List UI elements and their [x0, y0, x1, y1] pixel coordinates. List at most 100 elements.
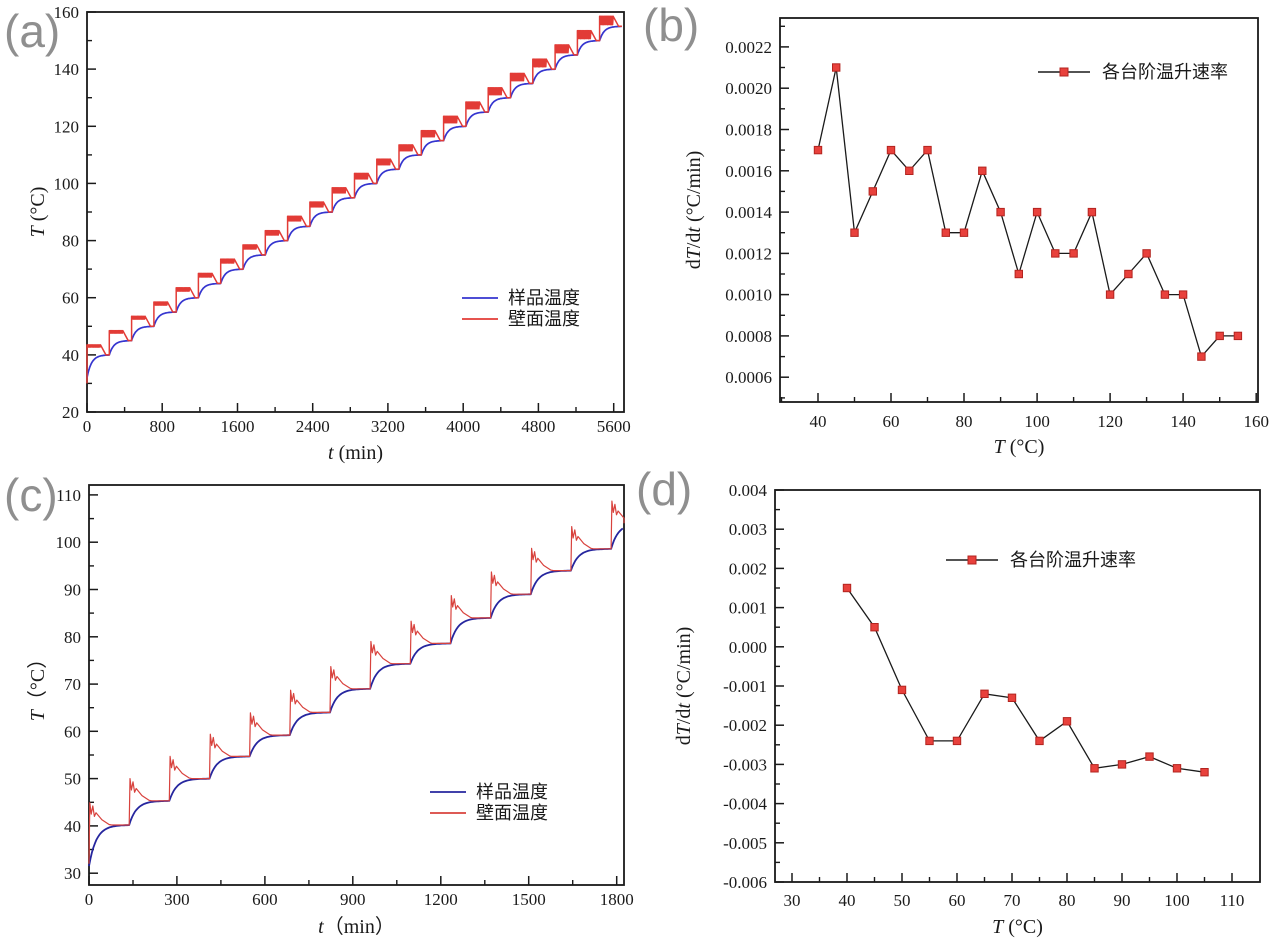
y-axis-label: T (°C) [27, 187, 49, 238]
x-tick-label: 1600 [221, 417, 255, 436]
data-point-marker [905, 166, 914, 176]
y-tick-label: 100 [56, 533, 82, 552]
y-tick-label: -0.003 [723, 755, 767, 774]
x-tick-label: 140 [1170, 412, 1196, 431]
x-axis-label: T (°C) [992, 916, 1043, 938]
data-point-marker [842, 583, 852, 593]
data-point-marker [923, 145, 932, 155]
legend-label: 各台阶温升速率 [1102, 62, 1228, 82]
y-tick-label: 110 [56, 486, 81, 505]
plot-frame [774, 489, 1261, 883]
data-point-marker [832, 63, 841, 72]
data-line [817, 67, 1238, 358]
panel-a-tag: (a) [4, 5, 61, 57]
data-line [846, 587, 1205, 773]
data-point-marker [1145, 752, 1154, 761]
data-point-marker [1007, 693, 1017, 703]
data-point-marker [1062, 717, 1072, 726]
x-tick-label: 70 [1004, 891, 1021, 910]
y-tick-label: 100 [54, 174, 80, 193]
y-tick-label: 0.0022 [725, 38, 772, 57]
data-point-marker [870, 623, 879, 632]
x-axis-label: t（min） [318, 915, 395, 938]
plot-frame [779, 17, 1259, 403]
x-tick-label: 60 [883, 412, 900, 431]
y-tick-label: 30 [64, 864, 81, 883]
data-point-marker [1200, 768, 1209, 777]
y-tick-label: 40 [64, 817, 81, 836]
legend-marker [1059, 67, 1069, 77]
panel-b-tag: (b) [643, 0, 700, 51]
y-tick-label: -0.006 [723, 873, 767, 892]
data-point-marker [1233, 331, 1243, 341]
data-point-marker [1090, 764, 1099, 773]
wall-temperature-line [86, 15, 622, 384]
x-tick-label: 1200 [424, 890, 458, 909]
y-tick-label: 60 [64, 722, 81, 741]
y-tick-label: 80 [64, 628, 81, 647]
y-tick-label: -0.002 [723, 716, 767, 735]
y-tick-label: -0.005 [723, 834, 767, 853]
y-tick-label: 0.0010 [725, 286, 772, 305]
data-point-marker [1117, 760, 1127, 769]
sample-temperature-line [88, 527, 624, 867]
x-tick-label: 1800 [600, 890, 634, 909]
y-tick-label: 60 [62, 289, 79, 308]
x-tick-label: 0 [83, 417, 92, 436]
data-point-marker [996, 207, 1005, 217]
y-tick-label: 70 [64, 675, 81, 694]
x-tick-label: 50 [894, 891, 911, 910]
x-tick-label: 900 [340, 890, 366, 909]
data-point-marker [1014, 269, 1024, 279]
x-tick-label: 100 [1164, 891, 1190, 910]
legend-label: 样品温度 [508, 288, 580, 308]
data-point-marker [1035, 736, 1044, 746]
data-point-marker [959, 228, 969, 237]
x-tick-label: 1500 [512, 890, 546, 909]
data-point-marker [868, 187, 878, 196]
y-tick-label: 0.0006 [725, 368, 772, 387]
x-tick-label: 100 [1024, 412, 1050, 431]
panel-c-chart: 0 300 600 900 1200 1500 1800 110 100 90 80 70 60 50 40… [26, 484, 634, 938]
x-axis-label: T (°C) [994, 436, 1045, 458]
data-point-marker [1160, 290, 1170, 299]
y-tick-label: -0.001 [723, 677, 767, 696]
x-tick-label: 2400 [296, 417, 330, 436]
data-point-marker [1124, 269, 1133, 279]
y-tick-label: 80 [62, 232, 79, 251]
legend-label: 壁面温度 [508, 309, 580, 329]
x-tick-label: 40 [810, 412, 827, 431]
data-point-marker [1105, 290, 1115, 299]
panel-d-chart: 30 40 50 60 70 80 90 100 110 0.004 0.003 0.002 0.001… [673, 481, 1261, 938]
data-point-marker [1087, 207, 1097, 217]
y-tick-label: 20 [62, 403, 79, 422]
x-tick-label: 4000 [446, 417, 480, 436]
plot-frame [88, 484, 625, 886]
y-tick-label: -0.004 [723, 795, 767, 814]
x-tick-label: 90 [1114, 891, 1131, 910]
data-point-marker [978, 166, 987, 176]
x-axis-label: t (min) [328, 442, 383, 464]
data-point-marker [1215, 331, 1224, 341]
data-point-marker [1032, 207, 1042, 217]
legend-label: 壁面温度 [476, 803, 548, 823]
data-point-marker [925, 736, 934, 746]
data-point-marker [941, 228, 951, 237]
data-point-marker [1051, 249, 1060, 258]
x-tick-label: 80 [1059, 891, 1076, 910]
legend-marker [967, 555, 977, 565]
data-point-marker [897, 685, 907, 695]
data-point-marker [813, 145, 823, 155]
data-point-marker [1142, 249, 1151, 258]
panel-a-chart: 0 800 1600 2400 3200 4000 4800 5600 160 140 120 100… [27, 3, 631, 464]
x-tick-label: 800 [149, 417, 175, 436]
x-tick-label: 3200 [371, 417, 405, 436]
data-point-marker [1197, 352, 1206, 361]
data-point-marker [886, 145, 896, 155]
data-point-marker [850, 228, 859, 237]
x-tick-label: 600 [252, 890, 278, 909]
y-tick-label: 0.000 [729, 638, 767, 657]
x-tick-label: 160 [1243, 412, 1269, 431]
